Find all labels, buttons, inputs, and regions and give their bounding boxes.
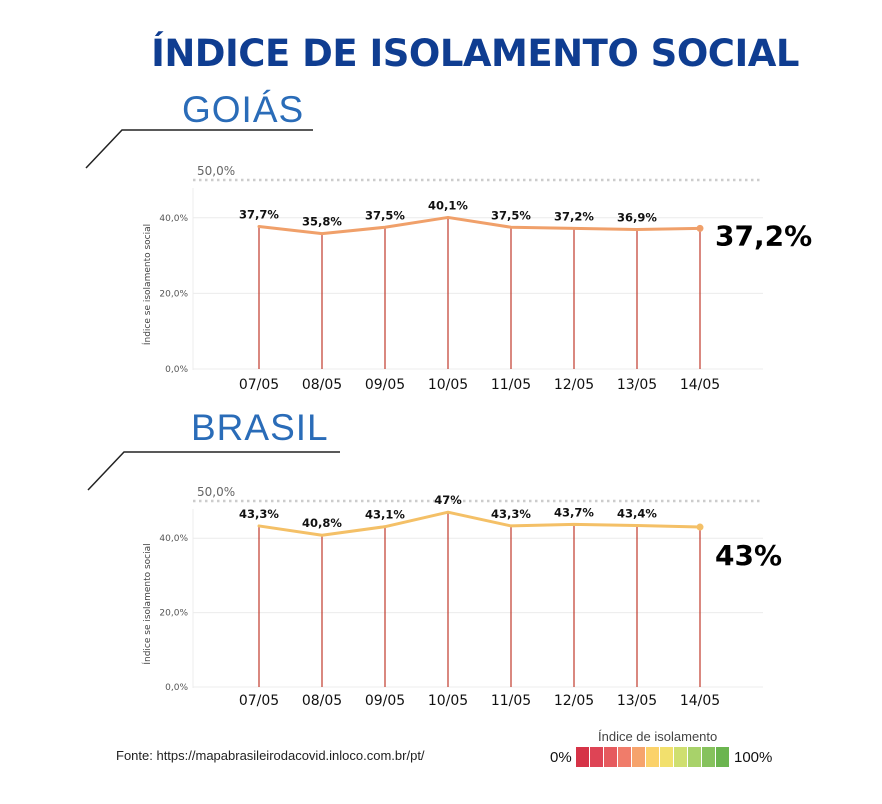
legend-low-label: 0% bbox=[550, 749, 572, 766]
legend-swatch bbox=[590, 747, 603, 767]
x-tick-label: 14/05 bbox=[680, 377, 720, 393]
legend-high-label: 100% bbox=[734, 749, 773, 766]
y-tick-label: 20,0% bbox=[159, 289, 188, 299]
data-label: 43,1% bbox=[365, 508, 405, 522]
x-tick-label: 12/05 bbox=[554, 377, 594, 393]
x-tick-label: 11/05 bbox=[491, 377, 531, 393]
region-title-brasil: BRASIL bbox=[191, 407, 329, 448]
x-tick-label: 14/05 bbox=[680, 693, 720, 709]
legend-swatch bbox=[716, 747, 729, 767]
series-line bbox=[257, 510, 702, 537]
chart-goias: 0,0% 20,0% 40,0% 50,0% Índice se isolamento … bbox=[141, 164, 812, 393]
x-tick-label: 07/05 bbox=[239, 693, 279, 709]
data-label: 36,9% bbox=[617, 211, 657, 225]
reference-label: 50,0% bbox=[197, 485, 235, 499]
legend-swatch bbox=[632, 747, 645, 767]
current-value-highlight: 37,2% bbox=[715, 219, 812, 252]
legend-swatch bbox=[646, 747, 659, 767]
goias-header-line bbox=[85, 129, 313, 169]
data-label: 43,4% bbox=[617, 507, 657, 521]
series-end-point bbox=[696, 523, 704, 531]
data-label: 43,3% bbox=[239, 507, 279, 521]
x-tick-label: 13/05 bbox=[617, 377, 657, 393]
legend-swatch bbox=[618, 747, 631, 767]
x-tick-label: 09/05 bbox=[365, 693, 405, 709]
data-label: 40,1% bbox=[428, 198, 468, 212]
legend-swatch bbox=[688, 747, 701, 767]
x-tick-label: 09/05 bbox=[365, 377, 405, 393]
region-title-goias: GOIÁS bbox=[182, 89, 305, 130]
x-tick-label: 10/05 bbox=[428, 377, 468, 393]
x-tick-label: 07/05 bbox=[239, 377, 279, 393]
data-label: 40,8% bbox=[302, 516, 342, 530]
y-axis-title: Índice se isolamento social bbox=[141, 543, 153, 664]
legend-swatch bbox=[604, 747, 617, 767]
data-label: 37,7% bbox=[239, 207, 279, 221]
y-axis-title: Índice se isolamento social bbox=[141, 224, 153, 345]
data-label: 43,7% bbox=[554, 505, 594, 519]
x-tick-label: 12/05 bbox=[554, 693, 594, 709]
legend-swatch bbox=[576, 747, 589, 767]
y-tick-label: 40,0% bbox=[159, 534, 188, 544]
x-tick-label: 11/05 bbox=[491, 693, 531, 709]
x-tick-label: 08/05 bbox=[302, 693, 342, 709]
series-line bbox=[257, 215, 702, 236]
legend-color-scale bbox=[576, 747, 730, 767]
data-label: 43,3% bbox=[491, 507, 531, 521]
series-end-point bbox=[696, 224, 704, 232]
data-label: 37,5% bbox=[365, 208, 405, 222]
data-label: 35,8% bbox=[302, 215, 342, 229]
data-label: 47% bbox=[434, 493, 462, 507]
reference-label: 50,0% bbox=[197, 164, 235, 178]
y-tick-label: 40,0% bbox=[159, 214, 188, 224]
y-tick-label: 0,0% bbox=[165, 365, 188, 375]
x-tick-label: 10/05 bbox=[428, 693, 468, 709]
x-tick-label: 08/05 bbox=[302, 377, 342, 393]
chart-brasil: 0,0% 20,0% 40,0% 50,0% Índice se isolamento … bbox=[141, 485, 782, 709]
page-title: ÍNDICE DE ISOLAMENTO SOCIAL bbox=[151, 32, 799, 75]
legend-swatch bbox=[674, 747, 687, 767]
brasil-header-line bbox=[87, 451, 340, 491]
x-tick-label: 13/05 bbox=[617, 693, 657, 709]
legend-swatch bbox=[702, 747, 715, 767]
current-value-highlight: 43% bbox=[715, 539, 782, 572]
y-tick-label: 0,0% bbox=[165, 683, 188, 693]
data-label: 37,5% bbox=[491, 208, 531, 222]
legend-title: Índice de isolamento bbox=[598, 729, 718, 744]
legend-swatch bbox=[660, 747, 673, 767]
source-footer: Fonte: https://mapabrasileirodacovid.inl… bbox=[116, 748, 425, 763]
data-label: 37,2% bbox=[554, 209, 594, 223]
y-tick-label: 20,0% bbox=[159, 609, 188, 619]
